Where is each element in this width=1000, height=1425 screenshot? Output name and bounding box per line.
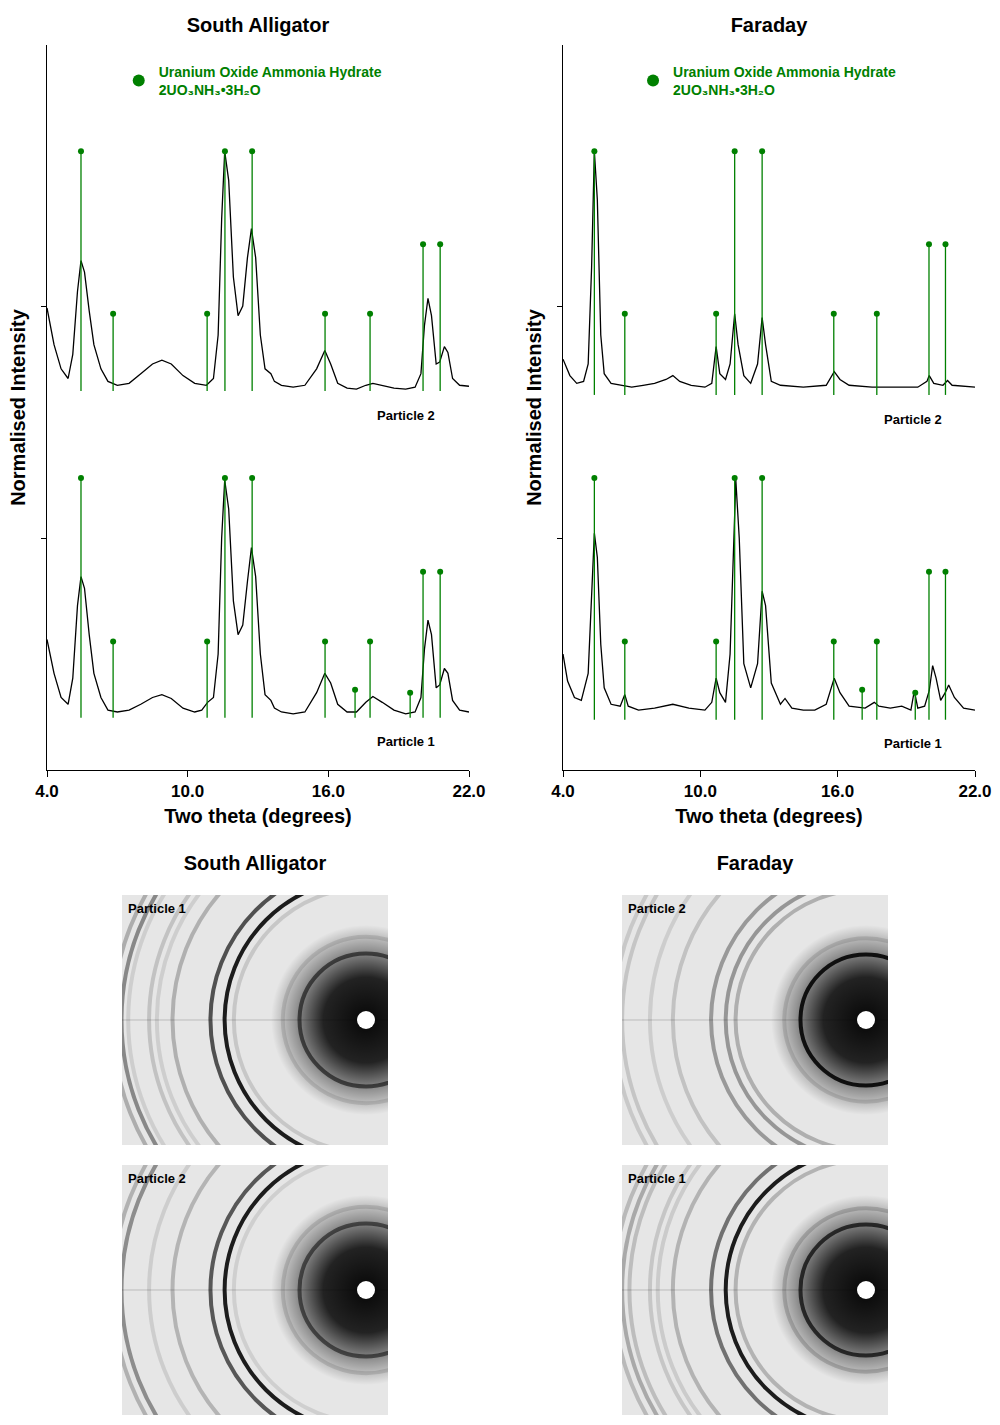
svg-text:Normalised Intensity: Normalised Intensity: [7, 308, 29, 506]
svg-text:South Alligator: South Alligator: [187, 14, 330, 36]
svg-text:16.0: 16.0: [821, 782, 854, 801]
svg-text:Two theta (degrees): Two theta (degrees): [164, 805, 351, 827]
svg-text:4.0: 4.0: [551, 782, 575, 801]
svg-text:22.0: 22.0: [452, 782, 485, 801]
svg-text:10.0: 10.0: [684, 782, 717, 801]
svg-text:Uranium Oxide Ammonia Hydrate2: Uranium Oxide Ammonia Hydrate2UO₃NH₃•3H₂…: [673, 64, 896, 98]
svg-text:Particle 1: Particle 1: [128, 901, 186, 916]
html-text:Faraday: Faraday: [716, 852, 794, 874]
svg-text:Particle 2: Particle 2: [377, 408, 435, 423]
svg-text:Particle 1: Particle 1: [628, 1171, 686, 1186]
svg-text:10.0: 10.0: [171, 782, 204, 801]
svg-text:Particle 2: Particle 2: [884, 412, 942, 427]
svg-text:Particle 2: Particle 2: [128, 1171, 186, 1186]
svg-text:4.0: 4.0: [35, 782, 59, 801]
svg-text:Faraday: Faraday: [731, 14, 809, 36]
svg-text:Uranium Oxide Ammonia Hydrate2: Uranium Oxide Ammonia Hydrate2UO₃NH₃•3H₂…: [159, 64, 382, 98]
html-text:South Alligator: South Alligator: [183, 852, 327, 874]
svg-text:Normalised Intensity: Normalised Intensity: [523, 308, 545, 506]
svg-text:Particle 2: Particle 2: [628, 901, 686, 916]
svg-text:Two theta (degrees): Two theta (degrees): [675, 805, 862, 827]
svg-text:22.0: 22.0: [958, 782, 991, 801]
svg-text:Particle 1: Particle 1: [377, 734, 435, 749]
svg-text:Particle 1: Particle 1: [884, 736, 942, 751]
svg-text:16.0: 16.0: [312, 782, 345, 801]
